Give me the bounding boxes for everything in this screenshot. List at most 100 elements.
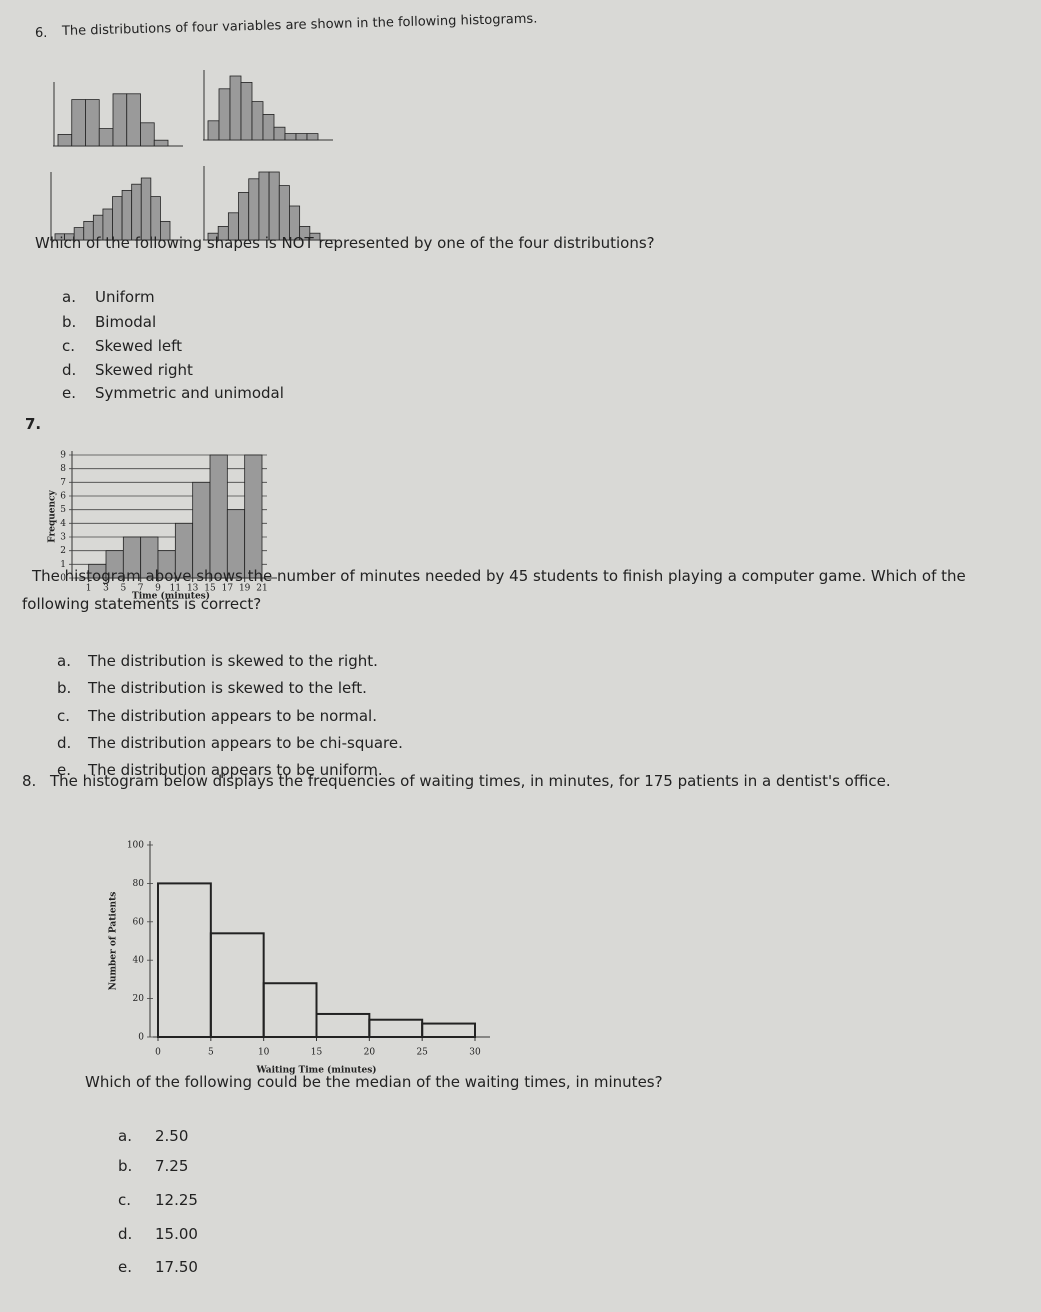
histogram-bar (112, 93, 128, 147)
x-tick-label: 15 (311, 1048, 323, 1058)
option-text: The distribution appears to be uniform. (88, 761, 383, 779)
option-letter: a. (118, 1127, 132, 1145)
histogram-bar (278, 185, 290, 241)
x-tick-label: 13 (187, 584, 199, 594)
option-text: Skewed right (95, 361, 193, 379)
y-tick-label: 9 (60, 451, 66, 461)
y-tick-label: 100 (127, 841, 144, 851)
histogram-bar (209, 454, 228, 579)
y-tick-label: 0 (138, 1033, 144, 1043)
histogram-bar (150, 196, 161, 241)
histogram-bar (315, 1012, 371, 1039)
histogram-bar (248, 178, 260, 241)
histogram-bar (207, 120, 220, 141)
histogram-bar (262, 982, 318, 1038)
x-tick-label: 3 (103, 584, 109, 594)
y-tick-label: 40 (133, 956, 145, 966)
histogram-bar (131, 183, 142, 241)
y-tick-label: 6 (60, 492, 66, 502)
histogram-bar (140, 177, 152, 241)
histogram-bar (57, 133, 73, 147)
option-letter: d. (118, 1225, 133, 1243)
x-tick-label: 5 (120, 584, 126, 594)
x-tick-label: 19 (239, 584, 251, 594)
option-letter: d. (62, 361, 77, 379)
question-number: 8. (22, 772, 37, 790)
histogram-bar (258, 171, 270, 241)
y-tick-label: 2 (60, 546, 66, 556)
x-tick-label: 30 (469, 1048, 481, 1058)
option-text: The distribution is skewed to the right. (88, 652, 378, 670)
question-number: 6. (35, 26, 48, 41)
histogram-bar (251, 101, 264, 141)
histogram-bar (140, 122, 155, 147)
option-text: The distribution appears to be normal. (88, 707, 377, 725)
y-tick-label: 3 (60, 533, 66, 543)
y-tick-label: 60 (133, 917, 145, 927)
histogram-bar (229, 75, 242, 141)
y-tick-label: 5 (60, 505, 66, 515)
option-letter: c. (62, 337, 76, 355)
y-axis-label: Number of Patients (109, 892, 119, 991)
question-prompt: Which of the following shapes is NOT rep… (35, 234, 655, 252)
option-letter: b. (57, 679, 72, 697)
option-letter: e. (62, 384, 76, 402)
option-letter: d. (57, 734, 72, 752)
histogram-bar (209, 932, 265, 1039)
x-tick-label: 1 (86, 584, 92, 594)
option-text: Uniform (95, 288, 155, 306)
option-letter: c. (118, 1191, 132, 1209)
option-text: Skewed left (95, 337, 182, 355)
option-text: 2.50 (155, 1127, 189, 1145)
x-tick-label: 17 (222, 584, 234, 594)
histogram-bar (240, 82, 253, 141)
option-letter: e. (118, 1258, 132, 1276)
histogram-bar (153, 139, 169, 147)
option-letter: a. (57, 652, 71, 670)
y-tick-label: 1 (60, 560, 66, 570)
option-letter: c. (57, 707, 71, 725)
x-axis-label: Time (minutes) (132, 591, 210, 602)
x-tick-label: 9 (155, 584, 161, 594)
question-prompt: Which of the following could be the medi… (85, 1073, 663, 1091)
histogram-bar (238, 191, 250, 241)
y-tick-label: 0 (60, 574, 66, 584)
histogram-bar (71, 99, 86, 147)
histogram-bar (368, 1018, 424, 1038)
x-tick-label: 0 (155, 1048, 161, 1058)
histogram-bar (309, 232, 321, 241)
histogram-bar (295, 133, 308, 141)
option-text: 15.00 (155, 1225, 198, 1243)
option-text: 7.25 (155, 1157, 189, 1175)
histogram-bar (160, 220, 171, 241)
y-tick-label: 20 (133, 994, 145, 1004)
option-text: The distribution appears to be chi-squar… (88, 734, 403, 752)
y-tick-label: 80 (133, 879, 145, 889)
option-text: The distribution is skewed to the left. (88, 679, 367, 697)
histogram-bar (244, 454, 263, 579)
question-number: 7. (25, 415, 42, 433)
y-tick-label: 4 (60, 519, 66, 529)
option-letter: b. (118, 1157, 133, 1175)
x-tick-label: 25 (416, 1048, 428, 1058)
histogram-bar (98, 128, 114, 147)
histogram-bar (121, 189, 133, 241)
y-tick-label: 8 (60, 464, 66, 474)
histogram-bar (157, 882, 212, 1039)
question-text: The histogram above shows the number of … (22, 567, 966, 613)
x-tick-label: 10 (258, 1048, 270, 1058)
option-letter: e. (57, 761, 71, 779)
x-axis-label: Waiting Time (minutes) (255, 1065, 376, 1076)
histogram-bar (284, 133, 297, 141)
x-tick-label: 7 (138, 584, 144, 594)
option-letter: a. (62, 288, 76, 306)
histogram-bar (268, 171, 280, 241)
question-text: The histogram below displays the frequen… (50, 772, 891, 790)
option-text: 12.25 (155, 1191, 198, 1209)
x-tick-label: 11 (170, 584, 181, 594)
x-tick-label: 20 (364, 1048, 376, 1058)
option-letter: b. (62, 313, 77, 331)
option-text: 17.50 (155, 1258, 198, 1276)
histogram-bar (273, 126, 286, 141)
